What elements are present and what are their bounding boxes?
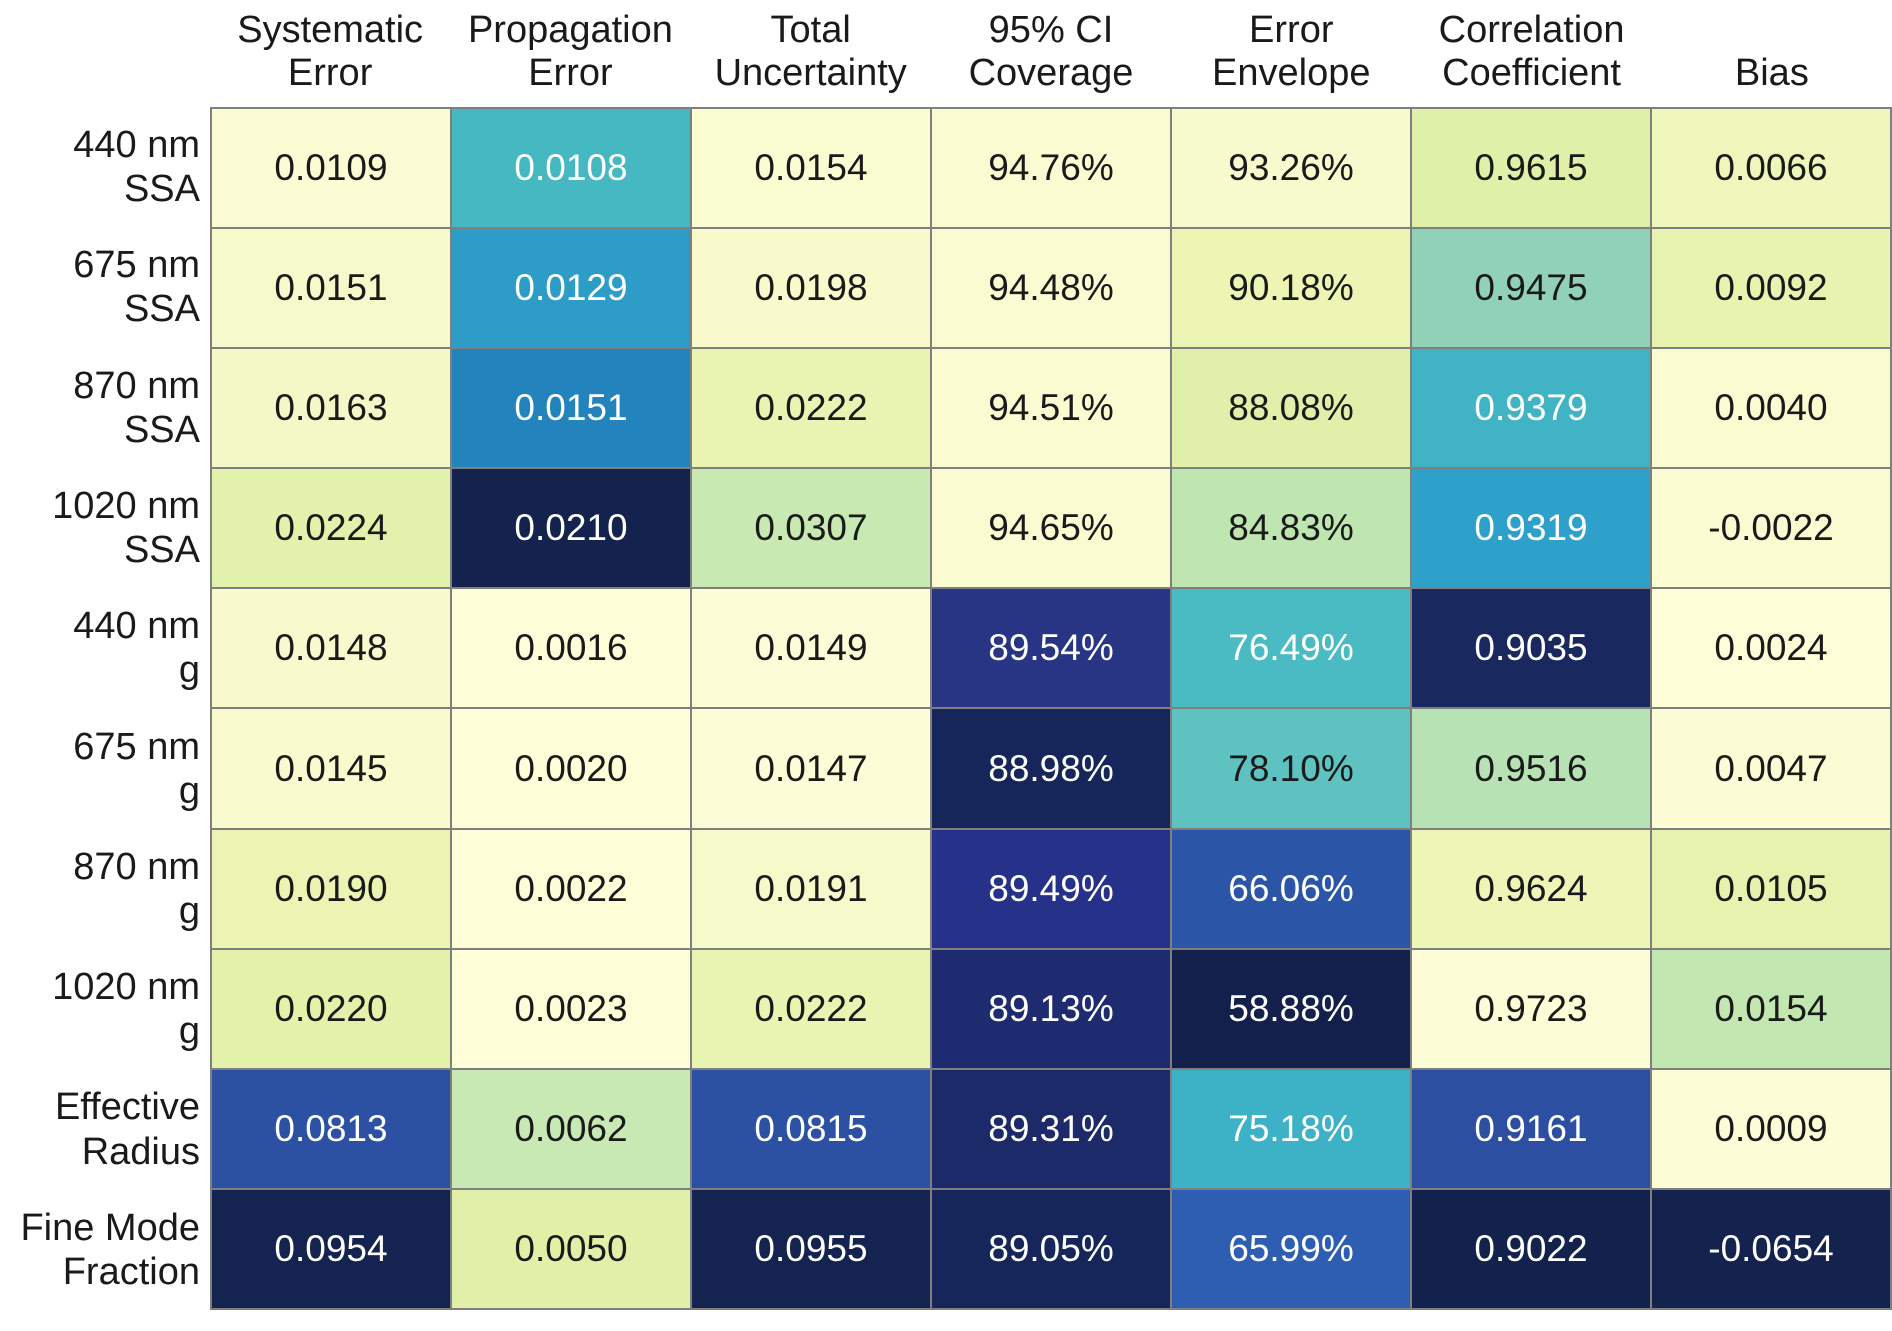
heatmap-cell: -0.0654 bbox=[1652, 1189, 1890, 1308]
heatmap-cell: 76.49% bbox=[1172, 589, 1410, 708]
column-header-row: Systematic Error Propagation Error Total U… bbox=[0, 0, 1892, 107]
heatmap-cell: 88.08% bbox=[1172, 349, 1410, 468]
heatmap-cell: 0.0147 bbox=[692, 709, 930, 828]
heatmap-cell: 0.0145 bbox=[212, 709, 450, 828]
heatmap-cell: 0.9379 bbox=[1412, 349, 1650, 468]
heatmap-cell: 0.0047 bbox=[1652, 709, 1890, 828]
heatmap-cell: 0.0040 bbox=[1652, 349, 1890, 468]
heatmap-cell: 0.0050 bbox=[452, 1189, 690, 1308]
heatmap-cell: 0.0210 bbox=[452, 469, 690, 588]
heatmap-grid: 0.0109 0.0108 0.0154 94.76% 93.26% 0.9615 0.00… bbox=[210, 107, 1892, 1310]
row-label: 870 nm SSA bbox=[73, 364, 200, 451]
heatmap-cell: 0.9022 bbox=[1412, 1189, 1650, 1308]
row-label: 1020 nm SSA bbox=[52, 484, 200, 572]
heatmap-cell: 0.0190 bbox=[212, 829, 450, 948]
heatmap-cell: 0.9615 bbox=[1412, 109, 1650, 228]
heatmap-cell: 0.0016 bbox=[452, 589, 690, 708]
heatmap-cell: 94.76% bbox=[932, 109, 1170, 228]
heatmap-cell: 0.0222 bbox=[692, 349, 930, 468]
heatmap-cell: 0.0129 bbox=[452, 229, 690, 348]
row-label: Fine Mode Fraction bbox=[20, 1206, 200, 1293]
heatmap-cell: 58.88% bbox=[1172, 949, 1410, 1068]
heatmap-cell: 84.83% bbox=[1172, 469, 1410, 588]
column-header: Systematic Error bbox=[237, 9, 424, 95]
heatmap-cell: 0.0024 bbox=[1652, 589, 1890, 708]
heatmap-cell: 89.54% bbox=[932, 589, 1170, 708]
column-header: Propagation Error bbox=[467, 9, 673, 95]
row-label: 1020 nm g bbox=[52, 966, 200, 1053]
heatmap-cell: 0.0009 bbox=[1652, 1069, 1890, 1188]
row-labels-column: 440 nm SSA 675 nm SSA 870 nm SSA 1020 nm SS… bbox=[0, 107, 210, 1310]
heatmap-cell: 0.0222 bbox=[692, 949, 930, 1068]
row-label: 440 nm g bbox=[73, 605, 200, 692]
column-header: Total Uncertainty bbox=[714, 9, 907, 95]
heatmap-cell: 94.65% bbox=[932, 469, 1170, 588]
heatmap-cell: 0.9319 bbox=[1412, 469, 1650, 588]
heatmap-cell: 78.10% bbox=[1172, 709, 1410, 828]
heatmap-cell: 0.0815 bbox=[692, 1069, 930, 1188]
heatmap-cell: 0.0092 bbox=[1652, 229, 1890, 348]
heatmap-cell: 0.0954 bbox=[212, 1189, 450, 1308]
heatmap-cell: 0.0151 bbox=[212, 229, 450, 348]
heatmap-cell: 0.0955 bbox=[692, 1189, 930, 1308]
heatmap-cell: 0.9475 bbox=[1412, 229, 1650, 348]
heatmap-cell: 0.9161 bbox=[1412, 1069, 1650, 1188]
heatmap-cell: 0.0154 bbox=[1652, 949, 1890, 1068]
column-header: Correlation Coefficient bbox=[1438, 9, 1625, 95]
heatmap-cell: 0.0163 bbox=[212, 349, 450, 468]
heatmap-cell: 0.0020 bbox=[452, 709, 690, 828]
row-label: 675 nm SSA bbox=[73, 244, 200, 331]
column-header: Bias bbox=[1734, 52, 1809, 95]
heatmap-cell: 0.0813 bbox=[212, 1069, 450, 1188]
row-label: 870 nm g bbox=[73, 845, 200, 932]
heatmap-cell: 0.0109 bbox=[212, 109, 450, 228]
heatmap-cell: 0.9624 bbox=[1412, 829, 1650, 948]
heatmap-cell: 94.51% bbox=[932, 349, 1170, 468]
column-header: 95% CI Coverage bbox=[968, 9, 1134, 95]
heatmap-cell: 0.0307 bbox=[692, 469, 930, 588]
heatmap-cell: 0.0151 bbox=[452, 349, 690, 468]
heatmap-cell: 89.31% bbox=[932, 1069, 1170, 1188]
heatmap-cell: 88.98% bbox=[932, 709, 1170, 828]
heatmap-cell: 94.48% bbox=[932, 229, 1170, 348]
heatmap-cell: 0.0148 bbox=[212, 589, 450, 708]
heatmap-cell: 89.13% bbox=[932, 949, 1170, 1068]
heatmap-cell: 0.0220 bbox=[212, 949, 450, 1068]
header-corner-spacer bbox=[0, 0, 210, 107]
heatmap-cell: 0.0191 bbox=[692, 829, 930, 948]
heatmap-cell: 0.0108 bbox=[452, 109, 690, 228]
heatmap-cell: -0.0022 bbox=[1652, 469, 1890, 588]
column-header: Error Envelope bbox=[1212, 9, 1371, 95]
heatmap-body: 440 nm SSA 675 nm SSA 870 nm SSA 1020 nm SS… bbox=[0, 107, 1892, 1310]
heatmap-cell: 0.9723 bbox=[1412, 949, 1650, 1068]
heatmap-cell: 0.0105 bbox=[1652, 829, 1890, 948]
heatmap-cell: 0.0224 bbox=[212, 469, 450, 588]
heatmap-cell: 0.0198 bbox=[692, 229, 930, 348]
heatmap-cell: 0.0022 bbox=[452, 829, 690, 948]
row-label: 675 nm g bbox=[73, 725, 200, 812]
heatmap-cell: 0.0023 bbox=[452, 949, 690, 1068]
row-label: Effective Radius bbox=[54, 1086, 200, 1173]
heatmap-cell: 0.0066 bbox=[1652, 109, 1890, 228]
heatmap-cell: 93.26% bbox=[1172, 109, 1410, 228]
heatmap-cell: 0.9516 bbox=[1412, 709, 1650, 828]
heatmap-cell: 89.49% bbox=[932, 829, 1170, 948]
heatmap-cell: 0.0062 bbox=[452, 1069, 690, 1188]
row-label: 440 nm SSA bbox=[73, 124, 200, 211]
heatmap-cell: 75.18% bbox=[1172, 1069, 1410, 1188]
heatmap-cell: 65.99% bbox=[1172, 1189, 1410, 1308]
heatmap-cell: 89.05% bbox=[932, 1189, 1170, 1308]
heatmap-cell: 0.0149 bbox=[692, 589, 930, 708]
heatmap-cell: 66.06% bbox=[1172, 829, 1410, 948]
heatmap-cell: 90.18% bbox=[1172, 229, 1410, 348]
heatmap-cell: 0.9035 bbox=[1412, 589, 1650, 708]
heatmap-cell: 0.0154 bbox=[692, 109, 930, 228]
